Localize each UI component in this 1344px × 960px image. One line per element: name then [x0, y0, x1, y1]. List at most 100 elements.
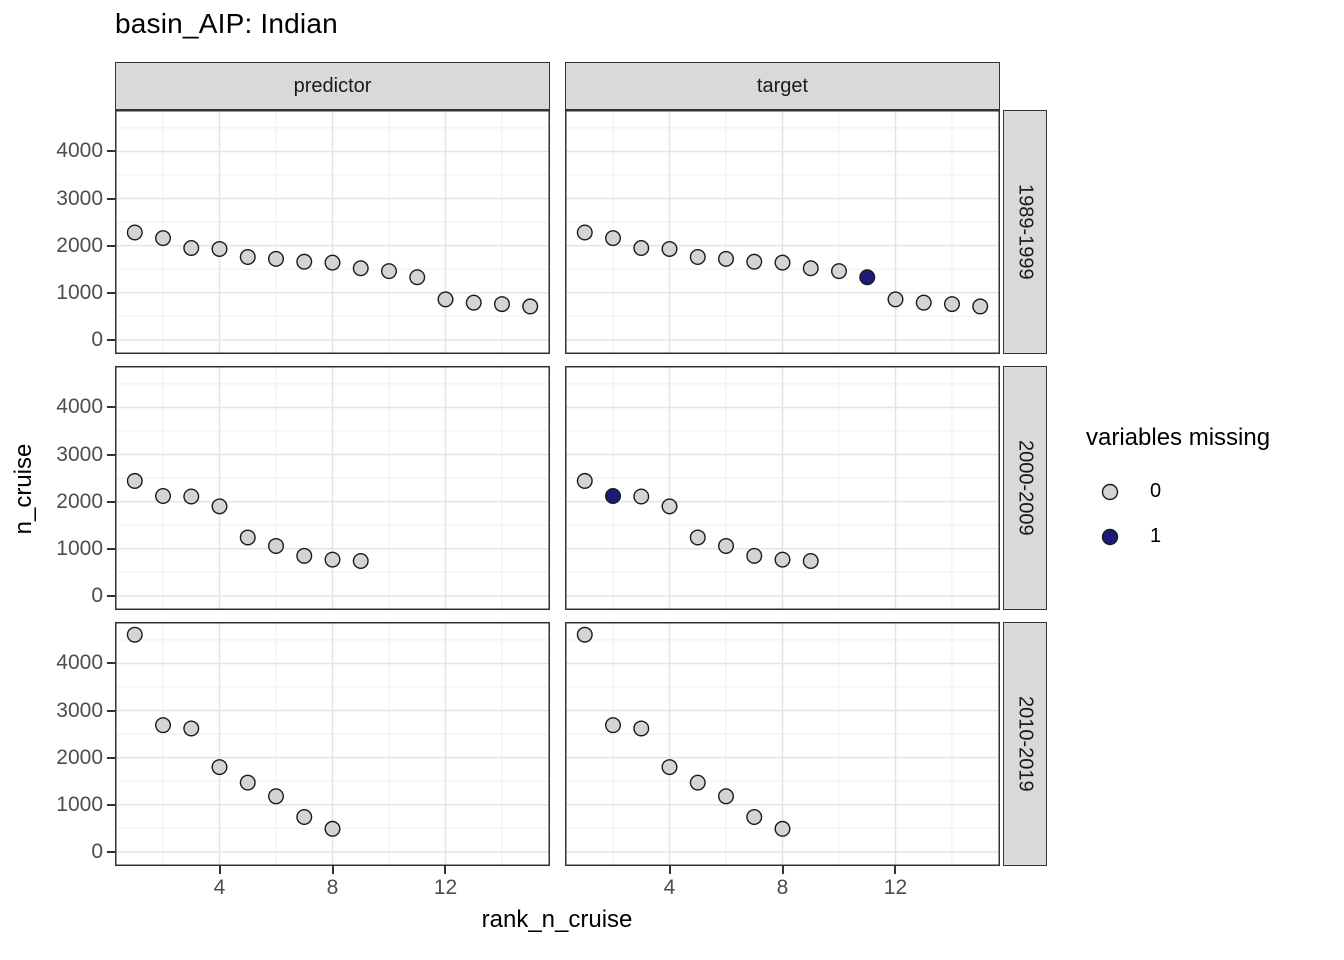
- data-point: [774, 820, 791, 837]
- data-point: [465, 294, 482, 311]
- panel-predictor-2010-2019: [115, 622, 550, 866]
- data-point: [576, 626, 593, 643]
- panel-border: [115, 622, 550, 866]
- data-point: [746, 253, 763, 270]
- legend: variables missing 0 1: [1086, 424, 1336, 547]
- y-tick-mark: [107, 291, 115, 294]
- x-tick-label: 4: [663, 876, 676, 899]
- facet-strip-row-2000-2009: 2000-2009: [1003, 366, 1047, 610]
- data-point: [268, 788, 285, 805]
- legend-item-1: 1: [1100, 525, 1161, 548]
- panel-target-2000-2009: [565, 366, 1000, 610]
- data-point: [718, 788, 735, 805]
- legend-swatch-0-icon: [1101, 483, 1119, 500]
- data-point: [268, 537, 285, 554]
- data-point: [689, 774, 706, 791]
- panel-canvas: [565, 622, 1000, 866]
- data-point: [239, 529, 256, 546]
- data-point: [211, 498, 228, 515]
- y-tick-mark: [107, 338, 115, 341]
- data-point: [126, 472, 143, 489]
- data-point: [380, 263, 397, 280]
- facet-strip-label: 2010-2019: [1014, 696, 1037, 792]
- data-point: [746, 547, 763, 564]
- y-tick-label: 4000: [56, 395, 103, 419]
- y-axis-title: n_cruise: [10, 443, 37, 535]
- data-point: [296, 547, 313, 564]
- plot-title: basin_AIP: Indian: [115, 8, 338, 39]
- panel-canvas: [115, 622, 550, 866]
- panel-canvas: [565, 366, 1000, 610]
- y-tick-label: 0: [91, 583, 103, 607]
- data-point: [633, 240, 650, 257]
- data-point: [296, 253, 313, 270]
- y-tick-mark: [107, 150, 115, 153]
- y-tick-mark: [107, 709, 115, 712]
- panel-border: [115, 366, 550, 610]
- y-tick-label: 3000: [56, 442, 103, 466]
- data-point: [774, 551, 791, 568]
- data-point: [183, 240, 200, 257]
- facet-strip-label: predictor: [293, 74, 372, 97]
- data-point: [859, 269, 876, 286]
- panel-canvas: [565, 110, 1000, 354]
- legend-item-label: 1: [1150, 525, 1162, 547]
- data-point: [296, 809, 313, 826]
- y-tick-mark: [107, 244, 115, 247]
- panel-predictor-1989-1999: [115, 110, 550, 354]
- x-tick-mark: [218, 866, 221, 874]
- data-point: [239, 248, 256, 265]
- y-tick-mark: [107, 500, 115, 503]
- data-point: [830, 263, 847, 280]
- data-point: [268, 250, 285, 267]
- data-point: [409, 269, 426, 286]
- panel-predictor-2000-2009: [115, 366, 550, 610]
- y-tick-mark: [107, 197, 115, 200]
- y-tick-label: 2000: [56, 745, 103, 769]
- data-point: [802, 553, 819, 570]
- y-tick-mark: [107, 662, 115, 665]
- panel-border: [565, 622, 1000, 866]
- panel-target-2010-2019: [565, 622, 1000, 866]
- data-point: [633, 488, 650, 505]
- y-tick-label: 0: [91, 839, 103, 863]
- panel-border: [565, 366, 1000, 610]
- data-point: [183, 720, 200, 737]
- data-point: [633, 720, 650, 737]
- data-point: [887, 291, 904, 308]
- data-point: [605, 488, 622, 505]
- facet-strip-label: 2000-2009: [1014, 440, 1037, 536]
- y-tick-label: 3000: [56, 186, 103, 210]
- legend-item-0: 0: [1100, 480, 1161, 503]
- x-tick-mark: [668, 866, 671, 874]
- y-tick-mark: [107, 850, 115, 853]
- data-point: [661, 240, 678, 257]
- y-tick-mark: [107, 594, 115, 597]
- data-point: [126, 224, 143, 241]
- x-axis-title: rank_n_cruise: [481, 906, 633, 933]
- data-point: [972, 298, 989, 315]
- legend-swatch-1-icon: [1101, 528, 1119, 545]
- panel-target-1989-1999: [565, 110, 1000, 354]
- data-point: [576, 472, 593, 489]
- y-tick-mark: [107, 803, 115, 806]
- data-point: [324, 254, 341, 271]
- panel-border: [565, 110, 1000, 354]
- panel-canvas: [115, 366, 550, 610]
- x-tick-mark: [894, 866, 897, 874]
- panel-canvas: [115, 110, 550, 354]
- x-tick-label: 12: [883, 876, 908, 899]
- x-tick-label: 8: [326, 876, 339, 899]
- y-tick-label: 3000: [56, 698, 103, 722]
- x-tick-mark: [331, 866, 334, 874]
- data-point: [661, 498, 678, 515]
- facet-strip-label: 1989-1999: [1014, 184, 1037, 280]
- y-tick-label: 4000: [56, 651, 103, 675]
- legend-item-label: 0: [1150, 480, 1162, 502]
- data-point: [155, 488, 172, 505]
- data-point: [324, 820, 341, 837]
- y-tick-label: 4000: [56, 139, 103, 163]
- y-tick-label: 2000: [56, 233, 103, 257]
- x-tick-mark: [781, 866, 784, 874]
